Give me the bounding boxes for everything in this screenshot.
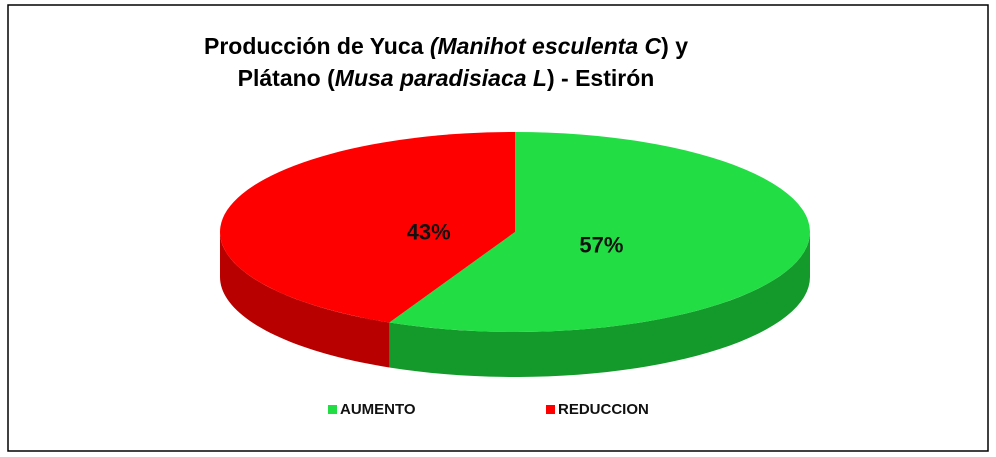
- title-run: ) y: [661, 33, 688, 59]
- legend-label: AUMENTO: [340, 401, 416, 418]
- legend-label: REDUCCION: [558, 401, 649, 418]
- title-run: ) - Estirón: [547, 65, 654, 91]
- pie-side: [389, 232, 810, 377]
- legend-swatch: [328, 405, 337, 414]
- title-run: Musa paradisiaca L: [335, 65, 547, 91]
- legend-swatch: [546, 405, 555, 414]
- data-label: 57%: [579, 232, 623, 257]
- chart-title: Plátano (Musa paradisiaca L) - Estirón: [238, 65, 655, 91]
- pie-slice: [220, 132, 516, 323]
- pie-slice: [389, 132, 811, 332]
- title-run: Plátano (: [238, 65, 335, 91]
- data-label: 43%: [407, 219, 451, 244]
- title-run: (Manihot esculenta C: [430, 33, 662, 59]
- pie-side: [220, 232, 390, 368]
- title-run: Producción de Yuca: [204, 33, 430, 59]
- chart-title: Producción de Yuca (Manihot esculenta C)…: [204, 33, 688, 59]
